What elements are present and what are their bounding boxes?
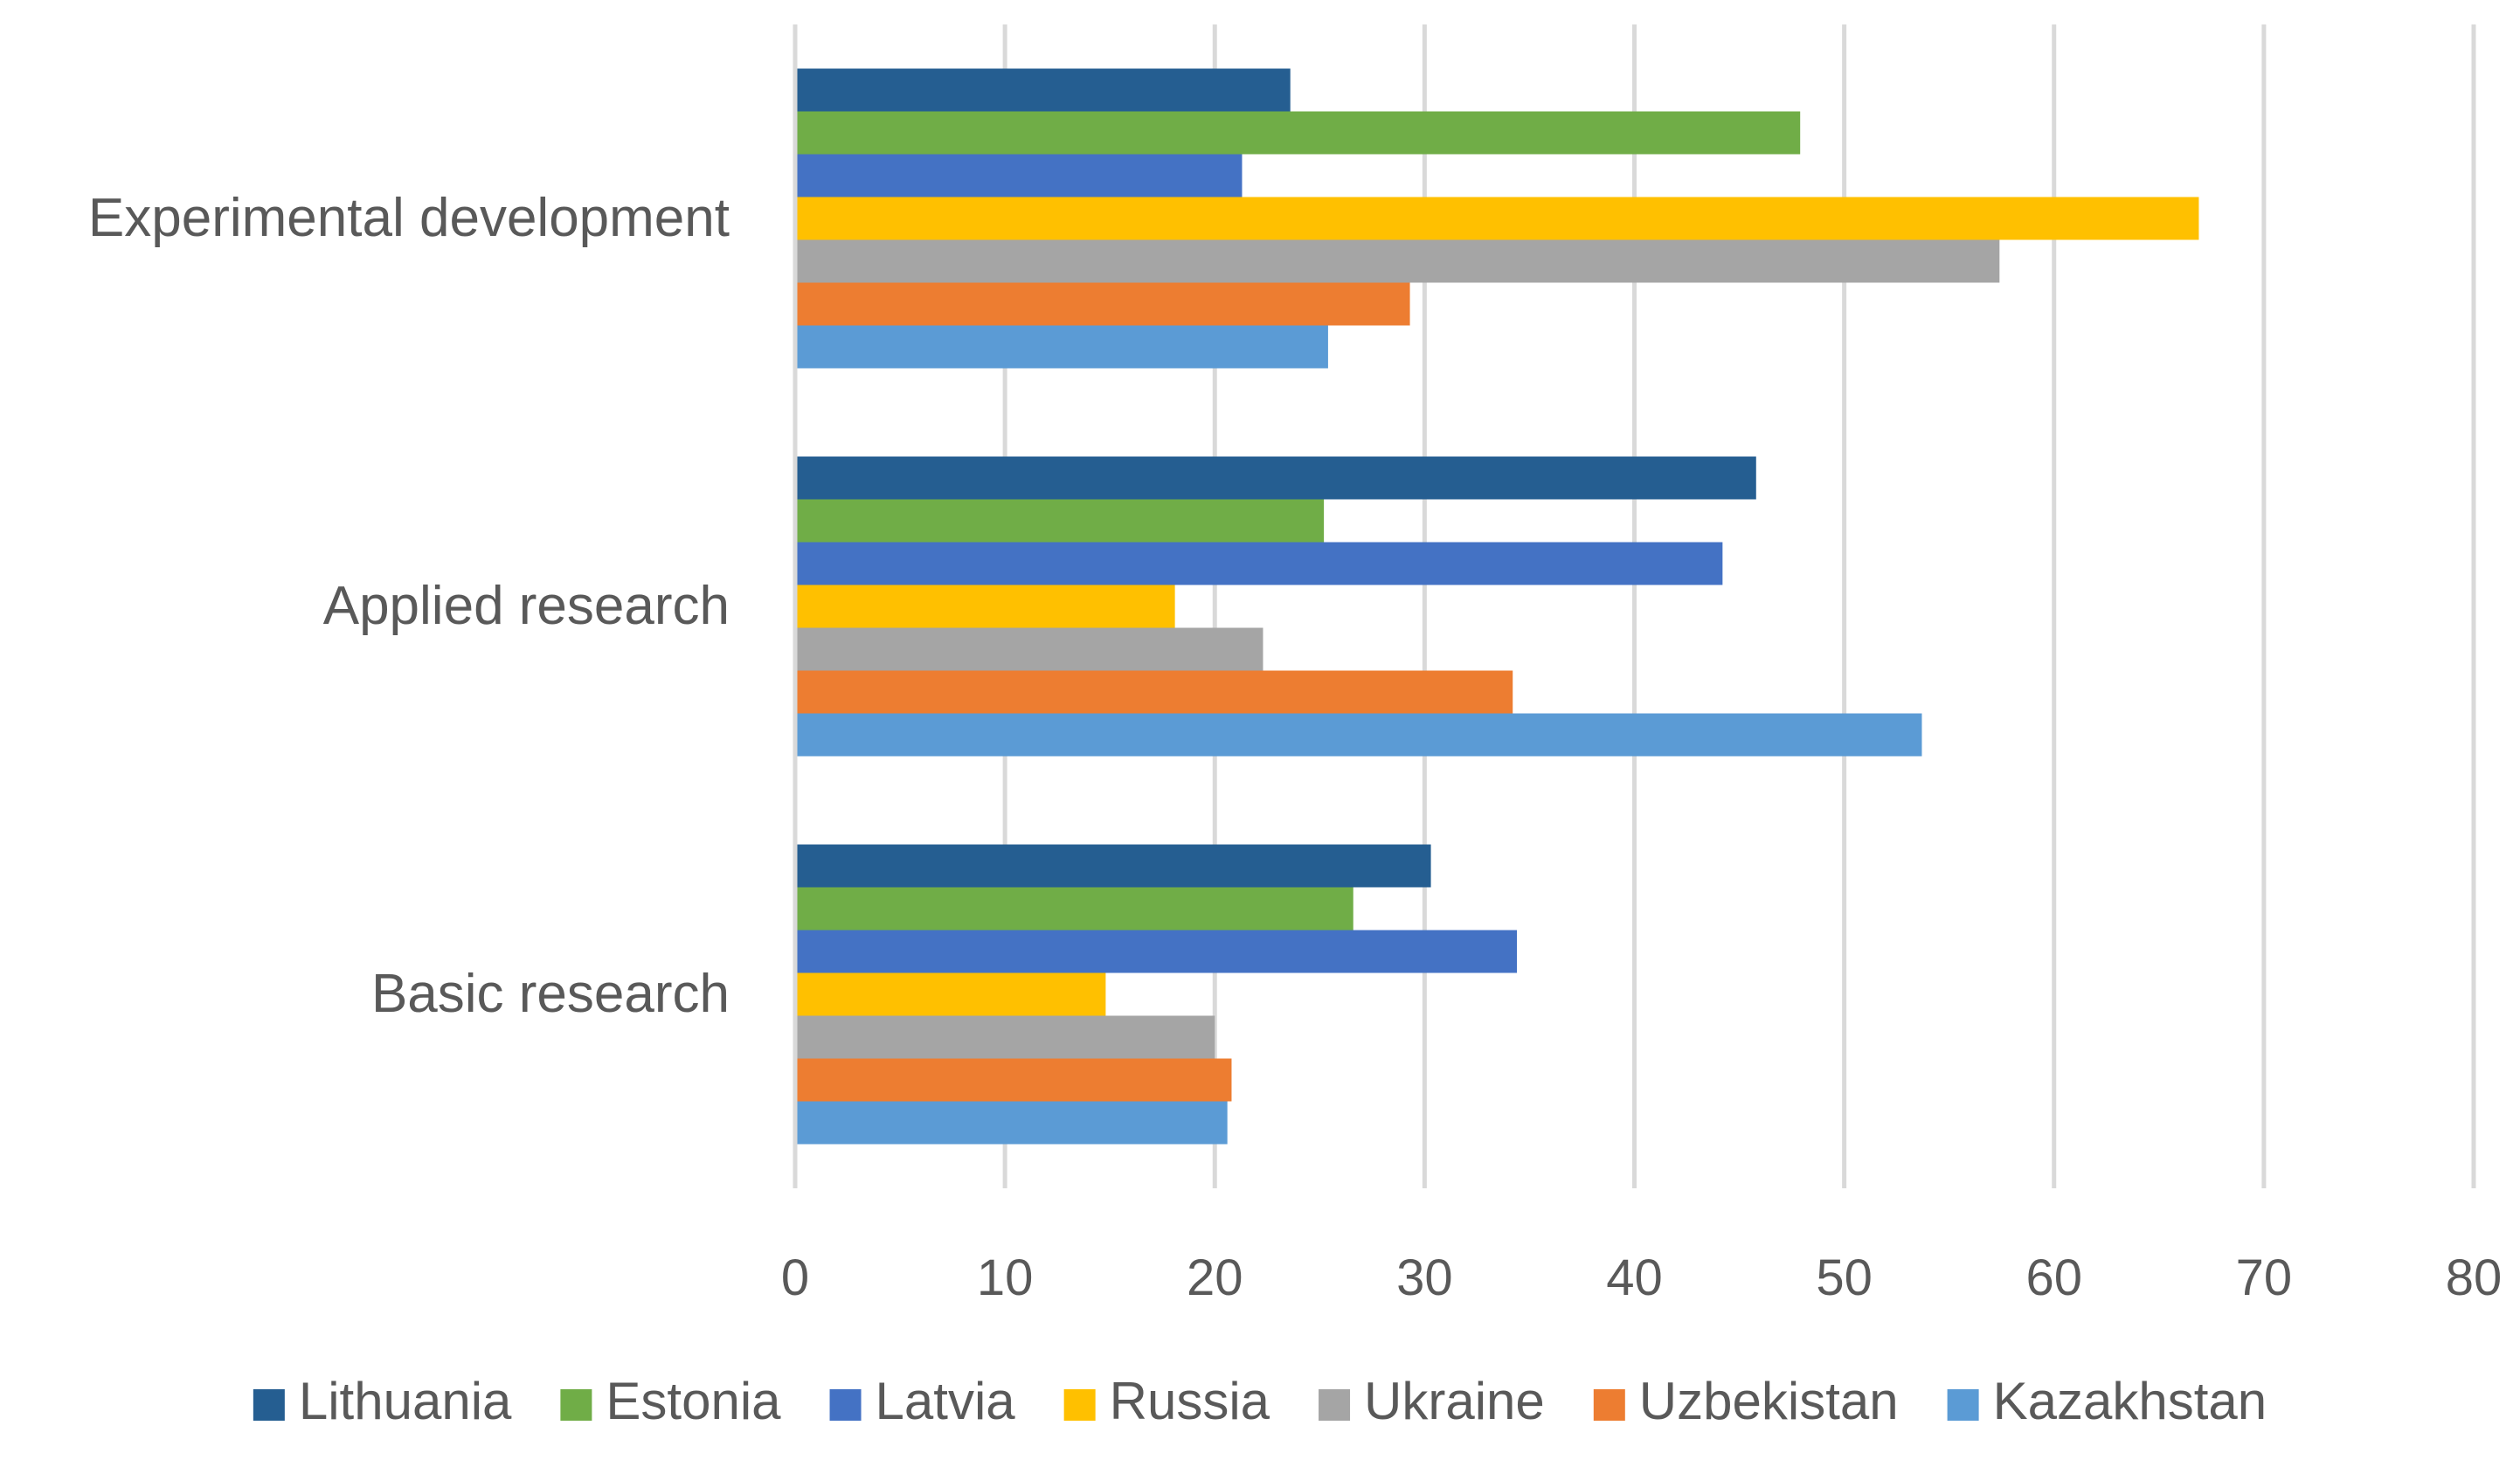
legend-swatch [1947, 1389, 1979, 1421]
bar-ukraine-experimental-development [795, 239, 2000, 283]
bar-russia-experimental-development [795, 197, 2199, 240]
legend-swatch [1319, 1389, 1351, 1421]
category-label: Experimental development [88, 188, 730, 248]
legend: Lithuania Estonia Latvia Russia Ukraine Uzbek… [253, 1372, 2267, 1430]
legend-swatch [253, 1389, 285, 1421]
bar-lithuania-experimental-development [795, 68, 1291, 112]
bar-latvia-applied-research [795, 542, 1723, 585]
legend-label: Ukraine [1364, 1372, 1545, 1430]
legend-label: Kazakhstan [1993, 1372, 2267, 1430]
x-tick-label: 50 [1816, 1249, 1873, 1306]
legend-item-kazakhstan: Kazakhstan [1947, 1372, 2267, 1430]
x-tick-label: 40 [1606, 1249, 1663, 1306]
legend-swatch [1063, 1389, 1096, 1421]
legend-label: Estonia [606, 1372, 781, 1430]
legend-label: Uzbekistan [1639, 1372, 1899, 1430]
bar-estonia-basic-research [795, 887, 1353, 931]
bar-latvia-basic-research [795, 930, 1518, 973]
legend-item-ukraine: Ukraine [1319, 1372, 1545, 1430]
bar-russia-applied-research [795, 585, 1175, 628]
legend-swatch [1593, 1389, 1625, 1421]
category-label: Basic research [371, 964, 730, 1024]
bar-ukraine-applied-research [795, 627, 1263, 671]
x-tick-label: 60 [2025, 1249, 2082, 1306]
bar-latvia-experimental-development [795, 154, 1243, 197]
bar-lithuania-basic-research [795, 844, 1431, 888]
legend-label: Lithuania [299, 1372, 512, 1430]
x-tick-label: 80 [2446, 1249, 2503, 1306]
bar-kazakhstan-basic-research [795, 1101, 1228, 1145]
category-label: Applied research [323, 576, 730, 636]
bar-estonia-experimental-development [795, 111, 1801, 155]
x-tick-label: 30 [1396, 1249, 1453, 1306]
bar-lithuania-applied-research [795, 456, 1756, 500]
legend-item-lithuania: Lithuania [253, 1372, 512, 1430]
bar-kazakhstan-experimental-development [795, 325, 1328, 369]
legend-item-estonia: Estonia [560, 1372, 781, 1430]
bar-russia-basic-research [795, 972, 1106, 1016]
bar-estonia-applied-research [795, 499, 1325, 543]
bar-kazakhstan-applied-research [795, 713, 1922, 757]
x-tick-label: 0 [781, 1249, 809, 1306]
axes: 0 10 20 30 40 50 60 70 80 Experimental developmen… [88, 24, 2502, 1306]
x-tick-label: 70 [2236, 1249, 2293, 1306]
legend-label: Latvia [876, 1372, 1016, 1430]
legend-item-uzbekistan: Uzbekistan [1593, 1372, 1899, 1430]
bar-uzbekistan-applied-research [795, 670, 1513, 714]
x-tick-label: 10 [977, 1249, 1034, 1306]
legend-item-latvia: Latvia [829, 1372, 1016, 1430]
bar-uzbekistan-basic-research [795, 1058, 1232, 1102]
legend-item-russia: Russia [1063, 1372, 1270, 1430]
legend-label: Russia [1110, 1372, 1270, 1430]
x-tick-label: 20 [1187, 1249, 1243, 1306]
legend-swatch [560, 1389, 592, 1421]
legend-swatch [829, 1389, 862, 1421]
bar-ukraine-basic-research [795, 1015, 1215, 1059]
bars [795, 68, 2199, 1145]
bar-uzbekistan-experimental-development [795, 282, 1410, 326]
